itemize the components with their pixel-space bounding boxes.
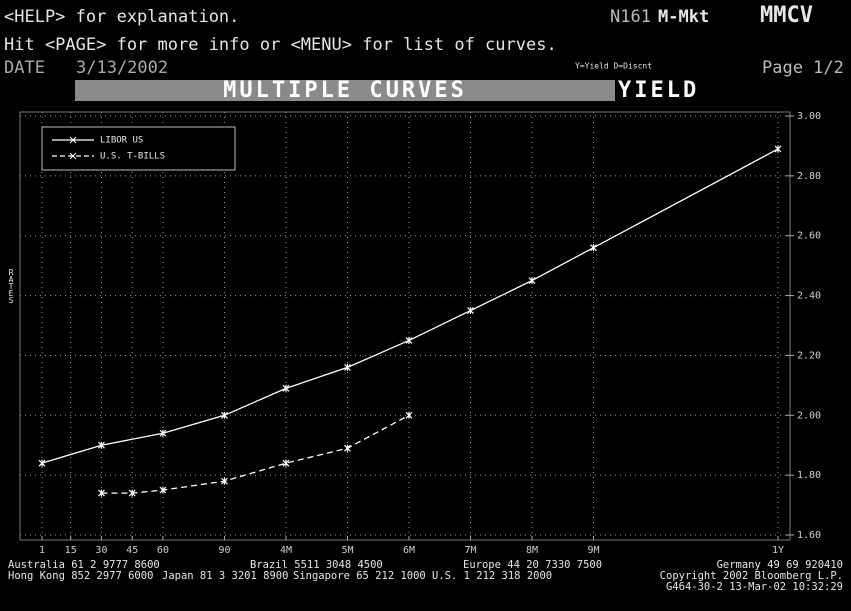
y-tick-label: 2.40 [797, 291, 821, 302]
point-marker [344, 444, 351, 452]
point-marker [159, 429, 167, 437]
x-tick-label: 30 [95, 545, 107, 556]
x-tick-label: 6M [403, 545, 415, 556]
y-tick-label: 3.00 [797, 111, 821, 122]
plot-frame [19, 111, 791, 541]
y-tick-label: 2.80 [797, 171, 821, 182]
point-marker [282, 459, 290, 467]
point-marker [344, 363, 351, 371]
point [774, 145, 782, 153]
point-marker [221, 411, 228, 419]
market: M-Mkt [658, 7, 709, 27]
point-marker [128, 489, 136, 497]
point [98, 489, 105, 497]
x-tick-label: 8M [526, 545, 538, 556]
contact: U.S. 1 212 318 2000 [432, 570, 552, 582]
point-marker [405, 411, 413, 419]
point [159, 429, 167, 437]
y-axis-label: RATES [7, 268, 16, 303]
x-tick-label: 45 [126, 545, 138, 556]
timestamp: G464-30-2 13-Mar-02 10:32:29 [666, 581, 843, 593]
point [344, 363, 351, 371]
point [38, 459, 46, 467]
point [282, 384, 290, 392]
point [98, 441, 105, 449]
point-marker [528, 277, 536, 285]
x-tick-label: 4M [280, 545, 292, 556]
point-marker [774, 145, 782, 153]
contact: Brazil 5511 3048 4500 [250, 559, 383, 571]
copyright: Copyright 2002 Bloomberg L.P. [660, 570, 843, 582]
point [344, 444, 351, 452]
point-marker [98, 489, 105, 497]
point [467, 307, 474, 315]
x-tick-label: 15 [65, 545, 77, 556]
point-marker [467, 307, 474, 315]
x-tick-label: 1Y [772, 545, 784, 556]
x-tick-label: 5M [341, 545, 353, 556]
date: 3/13/2002 [76, 58, 168, 78]
x-tick-label: 90 [218, 545, 230, 556]
point-marker [282, 384, 290, 392]
legend-box [41, 126, 236, 171]
point-marker [405, 336, 413, 344]
legend-marker [69, 152, 77, 160]
plot: 1.60 1.80 2.00 2.20 2.40 2.60 2.80 3.00 1 15 30 45 6… [20, 111, 821, 556]
x-tick-label: 1 [39, 545, 45, 556]
banner-bar [75, 80, 615, 101]
point [282, 459, 290, 467]
banner-title: MULTIPLE CURVES [223, 78, 467, 103]
point [405, 336, 413, 344]
contact: Europe 44 20 7330 7500 [463, 559, 602, 571]
point [221, 477, 228, 485]
point [405, 411, 413, 419]
legend-label: LIBOR US [100, 136, 143, 146]
point-marker [221, 477, 228, 485]
point [128, 489, 136, 497]
contact: Hong Kong 852 2977 6000 [8, 570, 153, 582]
point-marker [98, 441, 105, 449]
contact: Australia 61 2 9777 8600 [8, 559, 160, 571]
contact: Germany 49 69 920410 [717, 559, 843, 571]
point [528, 277, 536, 285]
point [221, 411, 228, 419]
contact: Japan 81 3 3201 8900 [162, 570, 288, 582]
y-tick-label: 2.00 [797, 410, 821, 421]
hint-line: Hit <PAGE> for more info or <MENU> for l… [4, 35, 557, 55]
point [159, 486, 167, 494]
x-tick-label: 7M [464, 545, 476, 556]
function-code: MMCV [760, 3, 813, 28]
point-marker [159, 486, 167, 494]
mode: YIELD [618, 78, 699, 103]
help-line: <HELP> for explanation. [4, 7, 239, 27]
legend-marker [69, 136, 77, 144]
point [590, 244, 597, 252]
page-number: Page 1/2 [762, 58, 844, 78]
page-code: N161 [610, 7, 651, 27]
contact: Singapore 65 212 1000 [293, 570, 426, 582]
point-marker [38, 459, 46, 467]
x-tick-label: 60 [157, 545, 169, 556]
legend-label: U.S. T-BILLS [100, 152, 165, 162]
y-tick-label: 1.60 [797, 530, 821, 541]
date-label: DATE [4, 58, 45, 78]
point-marker [590, 244, 597, 252]
x-tick-label: 9M [587, 545, 599, 556]
y-tick-label: 2.20 [797, 350, 821, 361]
y-tick-label: 1.80 [797, 470, 821, 481]
y-tick-label: 2.60 [797, 231, 821, 242]
mode-key: Y=Yield D=Discnt [575, 62, 652, 71]
